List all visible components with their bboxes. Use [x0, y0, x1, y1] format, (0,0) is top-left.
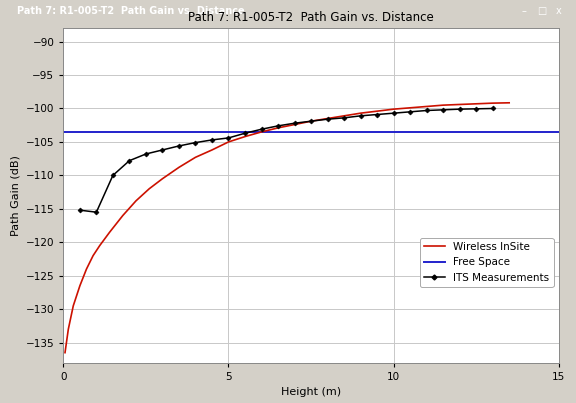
Text: □: □	[537, 6, 546, 16]
Text: Path 7: R1-005-T2  Path Gain vs. Distance: Path 7: R1-005-T2 Path Gain vs. Distance	[17, 6, 245, 16]
Text: x: x	[556, 6, 562, 16]
Y-axis label: Path Gain (dB): Path Gain (dB)	[10, 155, 20, 236]
Legend: Wireless InSite, Free Space, ITS Measurements: Wireless InSite, Free Space, ITS Measure…	[420, 238, 554, 287]
X-axis label: Height (m): Height (m)	[281, 387, 341, 397]
Title: Path 7: R1-005-T2  Path Gain vs. Distance: Path 7: R1-005-T2 Path Gain vs. Distance	[188, 11, 434, 24]
Text: –: –	[522, 6, 526, 16]
